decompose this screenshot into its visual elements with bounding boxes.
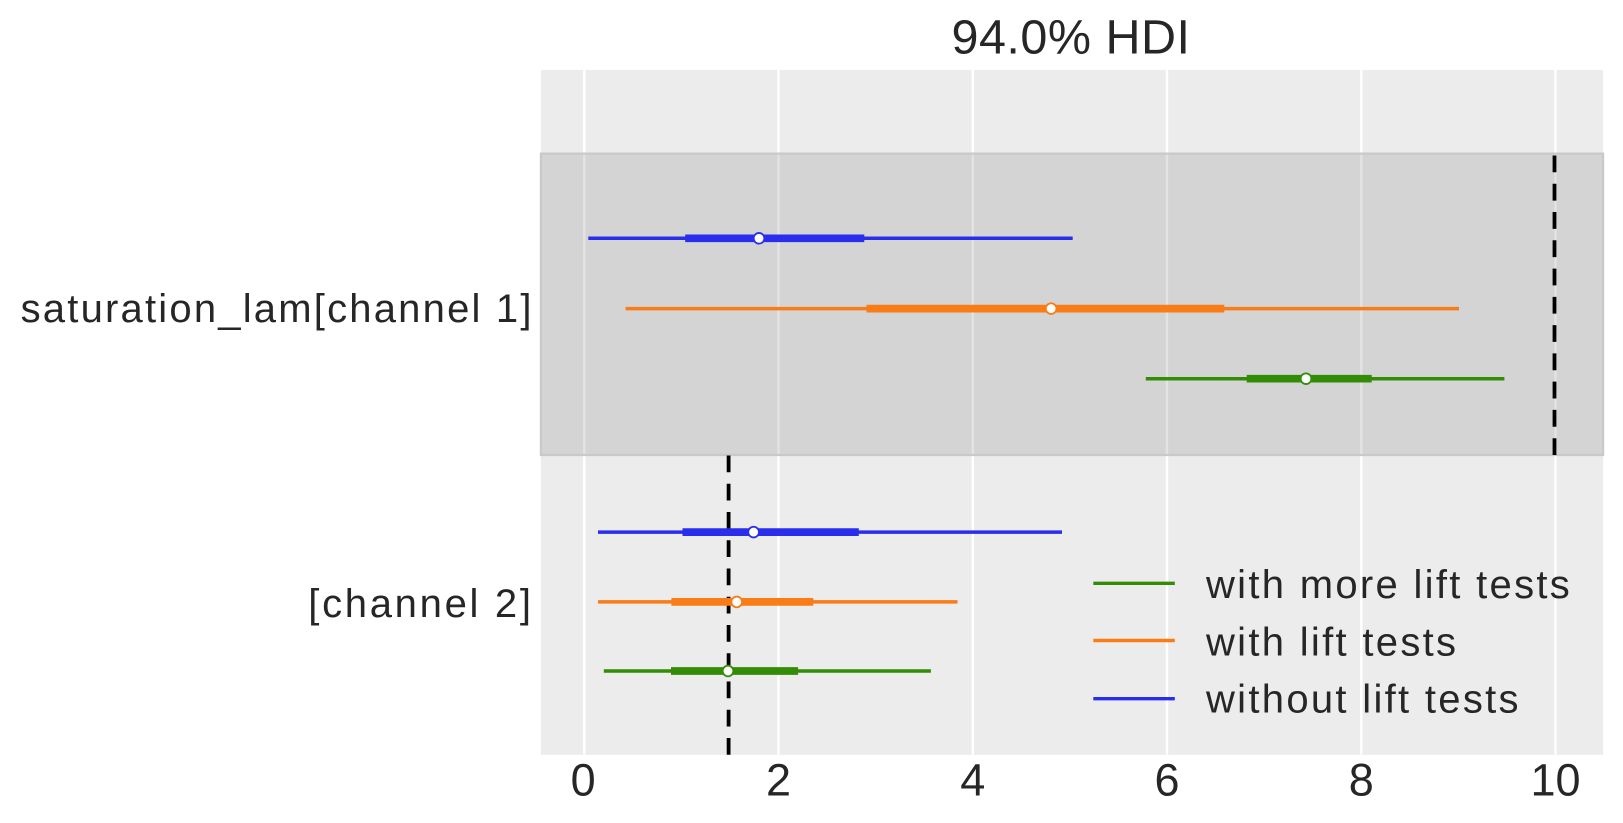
svg-text:10: 10: [1530, 755, 1580, 806]
svg-text:[channel 2]: [channel 2]: [308, 582, 533, 626]
svg-text:saturation_lam[channel 1]: saturation_lam[channel 1]: [21, 287, 534, 331]
svg-text:0: 0: [571, 755, 596, 806]
svg-text:without lift tests: without lift tests: [1205, 678, 1521, 722]
svg-text:2: 2: [766, 755, 791, 806]
svg-text:94.0% HDI: 94.0% HDI: [951, 10, 1190, 64]
svg-text:with lift tests: with lift tests: [1205, 620, 1458, 664]
svg-text:6: 6: [1154, 755, 1179, 806]
svg-text:8: 8: [1349, 755, 1374, 806]
svg-text:with more lift tests: with more lift tests: [1205, 563, 1572, 607]
svg-text:4: 4: [960, 755, 985, 806]
